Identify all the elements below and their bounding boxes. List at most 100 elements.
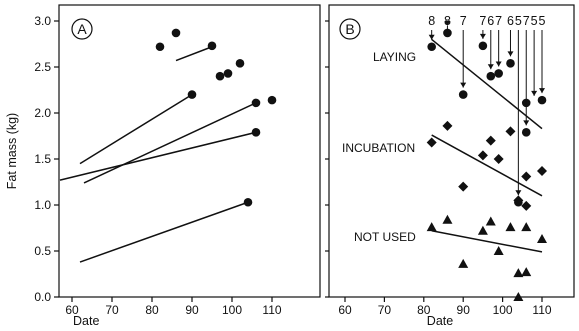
x-tick-label: 90 xyxy=(457,303,471,317)
panel-a-xlabel: Date xyxy=(73,314,99,328)
panel-a-marks xyxy=(59,28,277,263)
arrow-head xyxy=(460,82,467,88)
regression-line xyxy=(431,230,543,253)
diamond-marker xyxy=(521,171,532,182)
triangle-marker xyxy=(485,216,496,226)
diamond-marker xyxy=(426,137,437,148)
data-point xyxy=(223,69,233,78)
y-tick-label: 1.5 xyxy=(34,152,51,166)
x-tick-label: 110 xyxy=(262,303,281,317)
triangle-marker xyxy=(513,292,524,301)
group-label: INCUBATION xyxy=(342,141,415,155)
circle-marker xyxy=(537,95,547,105)
arrow-head xyxy=(444,20,451,26)
diamond-marker xyxy=(537,165,547,176)
y-tick-label: 2.0 xyxy=(34,106,51,120)
panel-a-ticks: 60 70 80 90 100 110 0.0 0.5 1.0 1.5 2.0 2.5 3.0 xyxy=(34,14,282,317)
diamond-marker xyxy=(458,181,469,192)
trajectory-line xyxy=(59,131,257,181)
data-point xyxy=(171,28,181,38)
x-tick-label: 70 xyxy=(105,303,119,317)
data-point xyxy=(235,59,245,68)
data-point xyxy=(215,71,225,81)
panel-a-letter: A xyxy=(77,21,87,37)
trajectory-line xyxy=(83,102,257,184)
sample-count-label: 6 xyxy=(507,14,514,28)
circle-marker xyxy=(494,69,503,78)
regression-line xyxy=(431,134,543,197)
x-tick-label: 70 xyxy=(378,303,392,317)
triangle-marker xyxy=(442,214,453,224)
data-point xyxy=(207,41,217,51)
triangle-marker xyxy=(458,258,469,268)
x-tick-label: 90 xyxy=(185,303,199,317)
triangle-marker xyxy=(477,225,488,235)
diamond-marker xyxy=(493,154,504,164)
circle-marker xyxy=(458,90,468,99)
group-label: NOT USED xyxy=(354,230,416,244)
panel-a-frame xyxy=(58,4,321,298)
arrow-head xyxy=(495,61,502,67)
circle-marker xyxy=(521,128,531,137)
y-tick-label: 2.5 xyxy=(34,60,51,74)
sample-count-label: 7 xyxy=(523,14,530,28)
sample-count-label: 7 xyxy=(479,14,486,28)
diamond-marker xyxy=(513,195,524,206)
triangle-marker xyxy=(521,222,532,232)
sample-count-label: 8 xyxy=(428,14,435,28)
circle-marker xyxy=(443,28,452,38)
diamond-marker xyxy=(477,150,488,161)
group-label: LAYING xyxy=(373,50,416,64)
triangle-marker xyxy=(493,246,504,255)
y-tick-label: 0.5 xyxy=(34,244,51,258)
trajectory-line xyxy=(79,201,249,263)
x-tick-label: 100 xyxy=(222,303,242,317)
arrow-head xyxy=(428,34,435,40)
x-tick-label: 80 xyxy=(417,303,431,317)
data-point xyxy=(187,90,197,99)
arrow-head xyxy=(531,90,538,96)
y-tick-label: 0.0 xyxy=(34,290,51,304)
data-point xyxy=(251,128,261,137)
diamond-marker xyxy=(442,120,453,131)
circle-marker xyxy=(506,59,515,68)
x-tick-label: 110 xyxy=(532,303,551,317)
arrow-head xyxy=(515,190,522,196)
panel-b-ticks: 60 70 80 90 100 110 xyxy=(325,20,552,317)
x-tick-label: 60 xyxy=(65,303,79,317)
triangle-marker xyxy=(537,234,547,244)
x-tick-label: 100 xyxy=(493,303,513,317)
diamond-marker xyxy=(485,135,496,146)
triangle-marker xyxy=(505,222,516,232)
sample-count-label: 6 xyxy=(487,14,494,28)
triangle-marker xyxy=(426,222,437,232)
x-tick-label: 80 xyxy=(145,303,159,317)
sample-count-label: 5 xyxy=(515,14,522,28)
arrow-head xyxy=(479,33,486,39)
y-tick-label: 1.0 xyxy=(34,198,51,212)
sample-count-label: 5 xyxy=(531,14,538,28)
circle-marker xyxy=(478,41,488,51)
trajectory-line xyxy=(79,93,193,165)
circle-marker xyxy=(486,71,496,81)
y-tick-label: 3.0 xyxy=(34,14,51,28)
data-point xyxy=(251,98,261,108)
arrow-head xyxy=(487,64,494,70)
data-point xyxy=(243,197,253,207)
x-tick-label: 60 xyxy=(338,303,352,317)
arrow-head xyxy=(507,51,514,57)
sample-count-label: 5 xyxy=(539,14,546,28)
panel-b-letter: B xyxy=(345,21,354,37)
diamond-marker xyxy=(521,200,532,211)
panel-a-ylabel: Fat mass (kg) xyxy=(5,113,19,189)
arrow-head xyxy=(523,120,530,126)
triangle-marker xyxy=(521,267,532,277)
sample-count-label: 7 xyxy=(495,14,502,28)
sample-count-label: 7 xyxy=(460,14,467,28)
data-point xyxy=(155,42,165,52)
arrow-head xyxy=(539,88,545,94)
panel-b-frame xyxy=(328,4,575,298)
regression-line xyxy=(431,38,543,130)
